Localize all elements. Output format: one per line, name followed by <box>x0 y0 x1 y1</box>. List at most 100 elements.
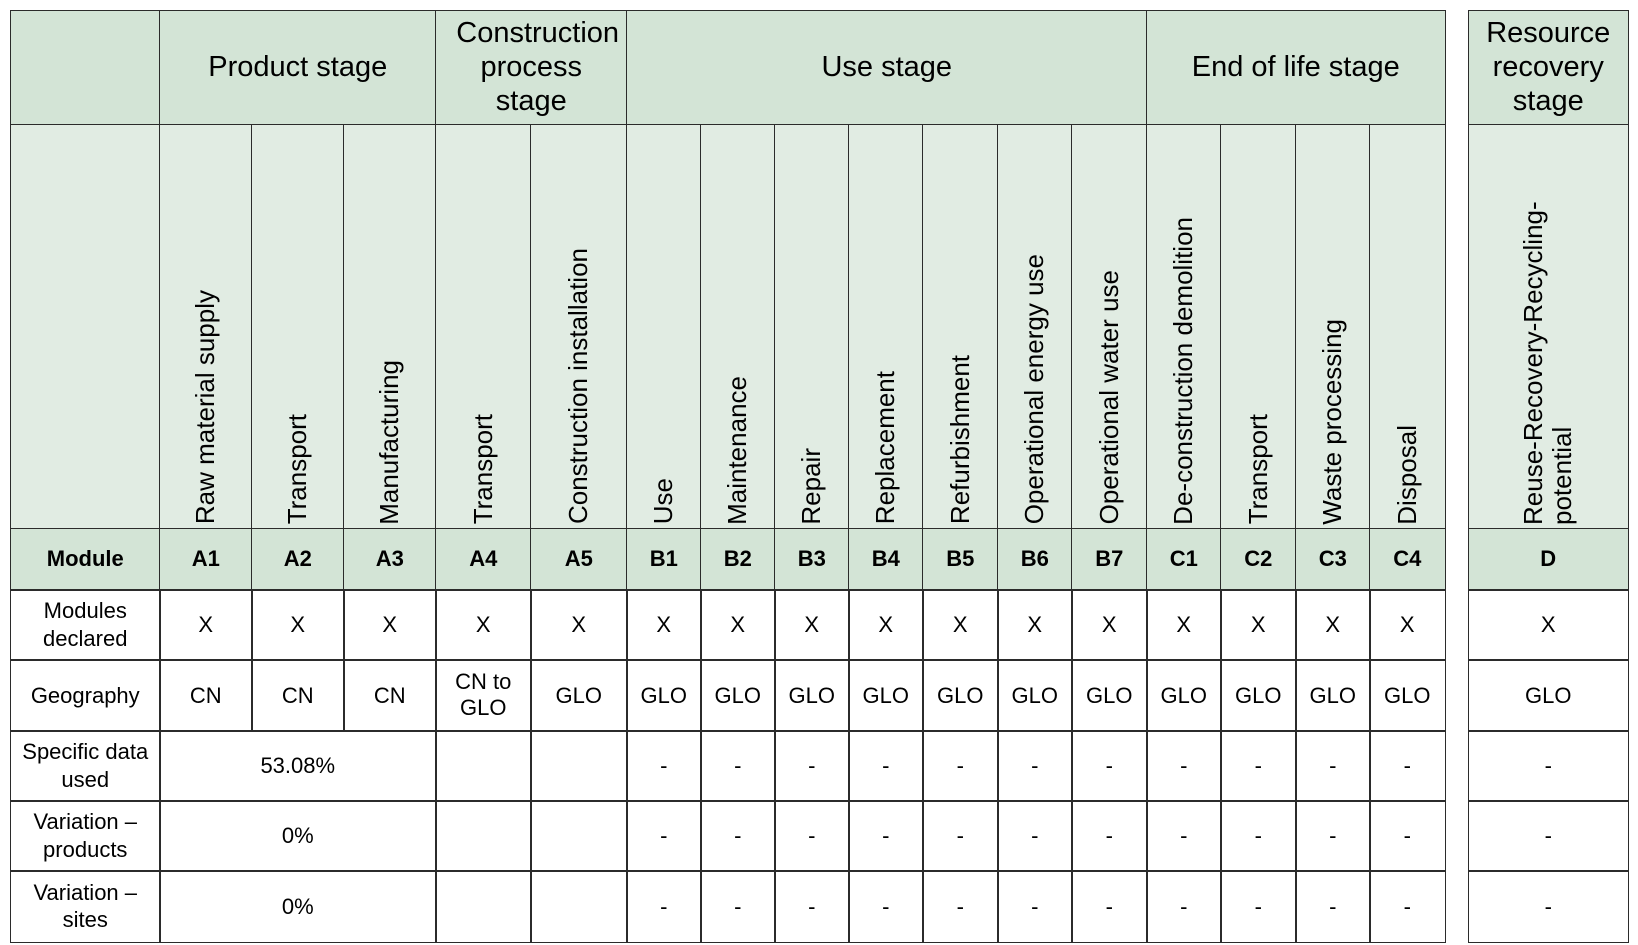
corner-name-cell <box>10 124 161 530</box>
var-sites-c2: - <box>1220 870 1297 943</box>
column-name-b4-text: Replacement <box>870 371 901 525</box>
module-code-a4: A4 <box>435 528 532 591</box>
declared-b3: X <box>774 589 850 661</box>
var-sites-b5: - <box>922 870 999 943</box>
row-label-declared-text: Modules declared <box>43 598 128 651</box>
declared-b3-text: X <box>804 612 820 637</box>
column-name-b7-text: Operational water use <box>1093 270 1124 525</box>
module-code-b3: B3 <box>774 528 850 591</box>
geography-b1: GLO <box>626 659 702 732</box>
module-code-b6-text: B6 <box>1020 546 1049 572</box>
stage-header-construction: Construction process stage <box>435 10 628 126</box>
product-stage-specific-value: 53.08% <box>159 730 437 802</box>
var-products-b6-text: - <box>1031 823 1039 848</box>
declared-c3: X <box>1295 589 1371 661</box>
specific-b2: - <box>700 730 776 802</box>
geography-a4: CN to GLO <box>435 659 532 732</box>
row-label-module: Module <box>10 528 161 591</box>
column-name-a1-text: Raw material supply <box>190 290 221 525</box>
geography-c1: GLO <box>1146 659 1222 732</box>
module-code-b6: B6 <box>997 528 1073 591</box>
column-name-b7: Operational water use <box>1071 124 1148 530</box>
geography-a4-text: CN to GLO <box>455 668 512 721</box>
module-code-a3-text: A3 <box>375 546 404 572</box>
geography-b2: GLO <box>700 659 776 732</box>
module-code-b7-text: B7 <box>1095 546 1124 572</box>
module-code-b3-text: B3 <box>797 546 826 572</box>
specific-d: - <box>1468 730 1629 802</box>
var-products-c4: - <box>1369 800 1446 872</box>
column-name-b6: Operational energy use <box>997 124 1073 530</box>
var-products-b7-text: - <box>1105 823 1113 848</box>
product-stage-var-products-value: 0% <box>159 800 437 872</box>
column-name-b2-text: Maintenance <box>722 375 753 525</box>
declared-b7-text: X <box>1101 612 1117 637</box>
specific-b5-text: - <box>956 753 964 778</box>
module-code-a3: A3 <box>343 528 437 591</box>
var-sites-c2-text: - <box>1254 893 1262 919</box>
module-code-c4: C4 <box>1369 528 1446 591</box>
row-label-module-text: Module <box>46 546 124 572</box>
declared-c2: X <box>1220 589 1297 661</box>
column-name-a4: Transport <box>435 124 532 530</box>
module-code-b4-text: B4 <box>871 546 900 572</box>
declared-a5: X <box>530 589 628 661</box>
declared-c1-text: X <box>1176 612 1192 637</box>
var-sites-b3: - <box>774 870 850 943</box>
var-products-b1: - <box>626 800 702 872</box>
row-label-geography-text: Geography <box>30 682 140 708</box>
column-name-b5-text: Refurbishment <box>944 355 975 525</box>
var-sites-b5-text: - <box>956 893 964 919</box>
var-products-c4-text: - <box>1403 823 1411 848</box>
geography-d-text: GLO <box>1525 682 1572 708</box>
column-name-b1: Use <box>626 124 702 530</box>
module-code-b1-text: B1 <box>649 546 678 572</box>
geography-b1-text: GLO <box>640 682 687 708</box>
module-code-a2-text: A2 <box>283 546 312 572</box>
geography-d: GLO <box>1468 659 1629 732</box>
module-code-b2: B2 <box>700 528 776 591</box>
declared-a1: X <box>159 589 253 661</box>
geography-c1-text: GLO <box>1160 682 1207 708</box>
column-name-b3-text: Repair <box>796 447 827 525</box>
declared-a1-text: X <box>198 612 214 637</box>
specific-a4 <box>435 730 532 802</box>
geography-b2-text: GLO <box>714 682 761 708</box>
specific-b4-text: - <box>882 753 890 778</box>
specific-b7-text: - <box>1105 753 1113 778</box>
geography-a2-text: CN <box>281 682 314 708</box>
geography-b3: GLO <box>774 659 850 732</box>
column-name-b2: Maintenance <box>700 124 776 530</box>
specific-b6-text: - <box>1031 753 1039 778</box>
column-name-a2: Transport <box>251 124 345 530</box>
var-sites-c3: - <box>1295 870 1371 943</box>
var-products-a5 <box>530 800 628 872</box>
specific-b7: - <box>1071 730 1148 802</box>
column-name-a3-text: Manufacturing <box>374 359 405 525</box>
declared-a5-text: X <box>571 612 587 637</box>
module-code-c4-text: C4 <box>1393 546 1422 572</box>
var-sites-c3-text: - <box>1329 893 1337 919</box>
column-name-a2-text: Transport <box>282 414 313 525</box>
specific-b1-text: - <box>660 753 668 778</box>
geography-b5-text: GLO <box>937 682 984 708</box>
var-sites-d-text: - <box>1544 893 1552 919</box>
declared-a4: X <box>435 589 532 661</box>
geography-a3: CN <box>343 659 437 732</box>
module-code-b7: B7 <box>1071 528 1148 591</box>
var-products-c1-text: - <box>1180 823 1188 848</box>
column-name-d: Reuse-Recovery-Recycling-potential <box>1468 124 1629 530</box>
product-stage-var-products-value-text: 0% <box>281 823 314 848</box>
var-products-d-text: - <box>1544 823 1552 848</box>
row-label-geography: Geography <box>10 659 161 732</box>
var-products-b5-text: - <box>956 823 964 848</box>
specific-c4: - <box>1369 730 1446 802</box>
column-name-a1: Raw material supply <box>159 124 253 530</box>
specific-d-text: - <box>1544 753 1552 778</box>
var-sites-c4-text: - <box>1403 893 1411 919</box>
stage-header-recovery: Resource recovery stage <box>1468 10 1629 126</box>
module-code-a5-text: A5 <box>564 546 593 572</box>
var-sites-b4-text: - <box>882 893 890 919</box>
geography-b4: GLO <box>848 659 924 732</box>
specific-b6: - <box>997 730 1073 802</box>
